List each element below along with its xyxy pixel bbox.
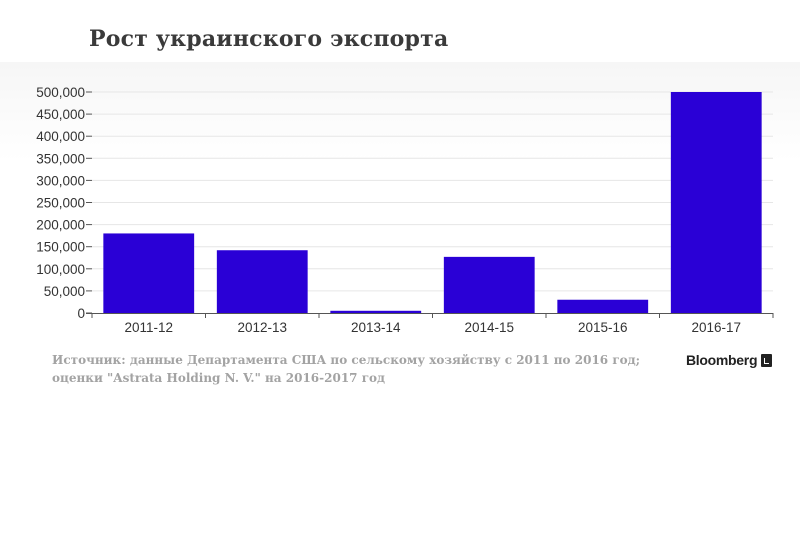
x-tick-label: 2014-15 (464, 320, 514, 335)
bar-2013-14 (330, 310, 422, 313)
y-tick-label: 150,000 (36, 240, 85, 255)
y-tick-label: 450,000 (36, 107, 85, 122)
bar-2016-17 (670, 92, 762, 313)
x-tick-label: 2016-17 (691, 320, 741, 335)
y-tick-label: 300,000 (36, 173, 85, 188)
logo-text: Bloomberg (686, 352, 758, 368)
grid-lines (92, 91, 773, 292)
bar-2014-15 (443, 256, 535, 313)
chart-title: Рост украинского экспорта (89, 26, 449, 52)
y-tick-label: 0 (77, 306, 85, 321)
bar-2012-13 (216, 250, 308, 313)
y-tick-label: 350,000 (36, 151, 85, 166)
bar-2011-12 (103, 233, 195, 313)
y-tick-label: 500,000 (36, 85, 85, 100)
bar-2015-16 (557, 299, 649, 313)
y-tick-label: 250,000 (36, 196, 85, 211)
bar-chart: 0 50,000 100,000 150,000 200,000 250,000 300,0… (36, 85, 774, 335)
x-tick-label: 2013-14 (351, 320, 401, 335)
y-tick-label: 200,000 (36, 218, 85, 233)
bloomberg-terminal-icon (761, 353, 773, 367)
bars (103, 92, 762, 313)
source-note: Источник: данные Департамента США по сел… (52, 353, 641, 385)
y-tick-label: 50,000 (44, 284, 85, 299)
x-tick-label: 2011-12 (124, 320, 173, 335)
y-tick-label: 100,000 (36, 262, 85, 277)
bloomberg-logo[interactable]: Bloomberg (686, 352, 773, 368)
x-tick-label: 2012-13 (237, 320, 287, 335)
chart-panel (0, 62, 800, 392)
y-tick-label: 400,000 (36, 129, 85, 144)
x-tick-label: 2015-16 (578, 320, 628, 335)
axes: 0 50,000 100,000 150,000 200,000 250,000 300,0… (36, 85, 774, 335)
